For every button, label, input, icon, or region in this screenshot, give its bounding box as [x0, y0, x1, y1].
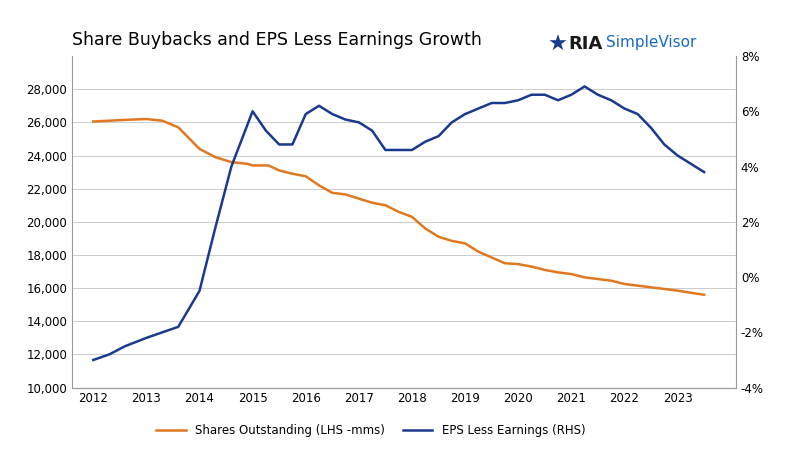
Shares Outstanding (LHS -mms)	[314, 183, 324, 188]
Shares Outstanding (LHS -mms)	[210, 155, 220, 160]
EPS Less Earnings (RHS)	[421, 139, 430, 144]
Shares Outstanding (LHS -mms)	[120, 117, 130, 123]
EPS Less Earnings (RHS)	[381, 147, 390, 153]
Shares Outstanding (LHS -mms)	[354, 196, 364, 201]
EPS Less Earnings (RHS)	[341, 117, 350, 122]
EPS Less Earnings (RHS)	[314, 103, 324, 108]
EPS Less Earnings (RHS)	[327, 111, 337, 117]
Shares Outstanding (LHS -mms)	[659, 286, 669, 292]
Shares Outstanding (LHS -mms)	[460, 241, 470, 246]
EPS Less Earnings (RHS)	[500, 100, 510, 106]
EPS Less Earnings (RHS)	[699, 169, 709, 175]
Shares Outstanding (LHS -mms)	[394, 209, 403, 215]
Shares Outstanding (LHS -mms)	[633, 283, 642, 289]
Shares Outstanding (LHS -mms)	[686, 290, 696, 296]
EPS Less Earnings (RHS)	[261, 128, 270, 134]
Text: Share Buybacks and EPS Less Earnings Growth: Share Buybacks and EPS Less Earnings Gro…	[72, 31, 482, 49]
Shares Outstanding (LHS -mms)	[500, 261, 510, 266]
Shares Outstanding (LHS -mms)	[606, 278, 616, 283]
EPS Less Earnings (RHS)	[288, 142, 298, 147]
EPS Less Earnings (RHS)	[566, 92, 576, 98]
EPS Less Earnings (RHS)	[540, 92, 550, 98]
EPS Less Earnings (RHS)	[460, 111, 470, 117]
EPS Less Earnings (RHS)	[394, 147, 403, 153]
Shares Outstanding (LHS -mms)	[554, 269, 563, 275]
Text: RIA: RIA	[568, 35, 602, 53]
EPS Less Earnings (RHS)	[226, 164, 236, 170]
Shares Outstanding (LHS -mms)	[699, 292, 709, 297]
Shares Outstanding (LHS -mms)	[447, 238, 457, 244]
EPS Less Earnings (RHS)	[89, 357, 98, 363]
Line: EPS Less Earnings (RHS): EPS Less Earnings (RHS)	[94, 86, 704, 360]
Shares Outstanding (LHS -mms)	[673, 288, 682, 293]
EPS Less Earnings (RHS)	[434, 134, 443, 139]
Shares Outstanding (LHS -mms)	[341, 191, 350, 197]
Shares Outstanding (LHS -mms)	[487, 255, 497, 260]
EPS Less Earnings (RHS)	[686, 161, 696, 167]
EPS Less Earnings (RHS)	[407, 147, 417, 153]
Shares Outstanding (LHS -mms)	[158, 118, 167, 123]
Shares Outstanding (LHS -mms)	[288, 171, 298, 177]
Shares Outstanding (LHS -mms)	[327, 190, 337, 196]
Shares Outstanding (LHS -mms)	[540, 267, 550, 273]
EPS Less Earnings (RHS)	[210, 225, 220, 230]
EPS Less Earnings (RHS)	[367, 128, 377, 134]
Shares Outstanding (LHS -mms)	[226, 159, 236, 165]
Line: Shares Outstanding (LHS -mms): Shares Outstanding (LHS -mms)	[94, 119, 704, 295]
Shares Outstanding (LHS -mms)	[248, 163, 258, 168]
Shares Outstanding (LHS -mms)	[407, 214, 417, 219]
Shares Outstanding (LHS -mms)	[274, 168, 284, 173]
Shares Outstanding (LHS -mms)	[526, 264, 536, 269]
EPS Less Earnings (RHS)	[447, 120, 457, 125]
EPS Less Earnings (RHS)	[301, 111, 310, 117]
EPS Less Earnings (RHS)	[142, 335, 151, 340]
Text: SimpleVisor: SimpleVisor	[606, 35, 696, 50]
EPS Less Earnings (RHS)	[474, 106, 483, 111]
EPS Less Earnings (RHS)	[487, 100, 497, 106]
Shares Outstanding (LHS -mms)	[593, 276, 602, 282]
Shares Outstanding (LHS -mms)	[580, 275, 590, 280]
EPS Less Earnings (RHS)	[514, 98, 523, 103]
Shares Outstanding (LHS -mms)	[89, 119, 98, 124]
EPS Less Earnings (RHS)	[354, 120, 364, 125]
EPS Less Earnings (RHS)	[554, 98, 563, 103]
Shares Outstanding (LHS -mms)	[142, 116, 151, 122]
EPS Less Earnings (RHS)	[174, 324, 183, 330]
Shares Outstanding (LHS -mms)	[620, 281, 630, 287]
EPS Less Earnings (RHS)	[633, 111, 642, 117]
EPS Less Earnings (RHS)	[526, 92, 536, 98]
Shares Outstanding (LHS -mms)	[194, 146, 204, 152]
EPS Less Earnings (RHS)	[242, 122, 252, 128]
EPS Less Earnings (RHS)	[194, 288, 204, 294]
Shares Outstanding (LHS -mms)	[174, 125, 183, 130]
EPS Less Earnings (RHS)	[620, 106, 630, 111]
Shares Outstanding (LHS -mms)	[104, 118, 114, 123]
Shares Outstanding (LHS -mms)	[514, 262, 523, 267]
Shares Outstanding (LHS -mms)	[367, 200, 377, 205]
Shares Outstanding (LHS -mms)	[381, 203, 390, 208]
Shares Outstanding (LHS -mms)	[264, 163, 274, 168]
EPS Less Earnings (RHS)	[673, 153, 682, 158]
EPS Less Earnings (RHS)	[248, 108, 258, 114]
Shares Outstanding (LHS -mms)	[242, 161, 252, 167]
Shares Outstanding (LHS -mms)	[474, 249, 483, 255]
EPS Less Earnings (RHS)	[158, 330, 167, 335]
Legend: Shares Outstanding (LHS -mms), EPS Less Earnings (RHS): Shares Outstanding (LHS -mms), EPS Less …	[151, 419, 590, 441]
EPS Less Earnings (RHS)	[646, 125, 656, 131]
Shares Outstanding (LHS -mms)	[434, 234, 443, 240]
EPS Less Earnings (RHS)	[120, 343, 130, 349]
Shares Outstanding (LHS -mms)	[646, 284, 656, 290]
EPS Less Earnings (RHS)	[606, 98, 616, 103]
EPS Less Earnings (RHS)	[104, 352, 114, 357]
Shares Outstanding (LHS -mms)	[566, 271, 576, 277]
EPS Less Earnings (RHS)	[659, 142, 669, 147]
EPS Less Earnings (RHS)	[580, 84, 590, 89]
Shares Outstanding (LHS -mms)	[301, 173, 310, 179]
EPS Less Earnings (RHS)	[593, 92, 602, 98]
Shares Outstanding (LHS -mms)	[421, 226, 430, 231]
EPS Less Earnings (RHS)	[274, 142, 284, 147]
Text: ★: ★	[548, 35, 568, 55]
